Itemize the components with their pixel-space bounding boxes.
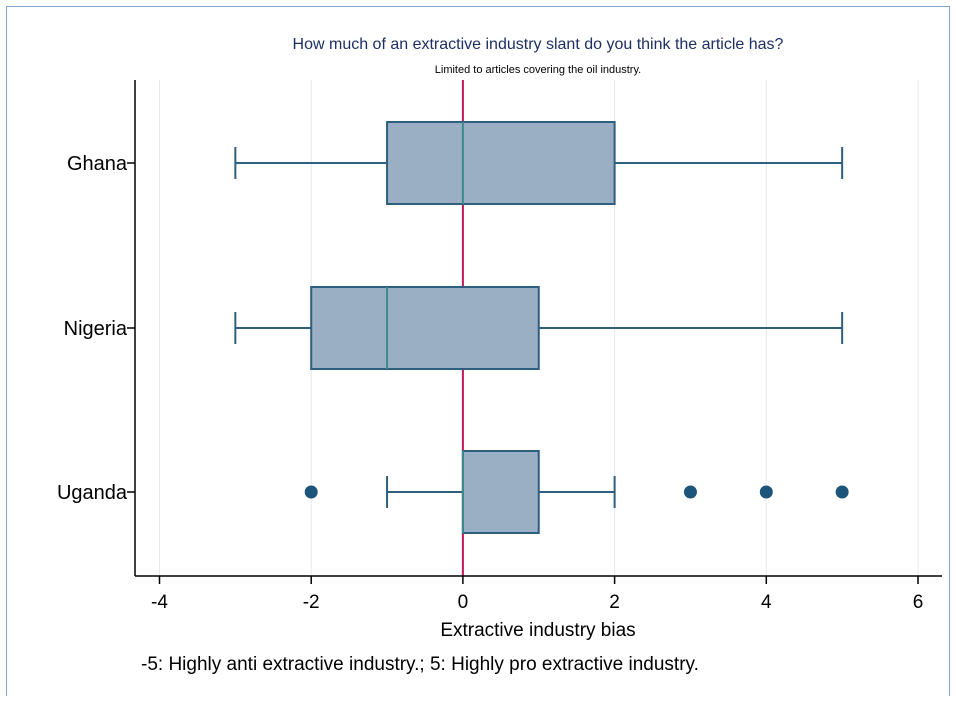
category-label-uganda: Uganda (57, 482, 128, 504)
outlier-point (759, 485, 773, 499)
category-label-layer: Ghana Nigeria Uganda (57, 153, 135, 504)
x-tick-label: -2 (303, 592, 320, 613)
category-label-nigeria: Nigeria (64, 318, 128, 340)
x-tick-label: 6 (913, 592, 924, 613)
x-tick-label: -4 (151, 592, 168, 613)
chart-title: How much of an extractive industry slant… (293, 36, 784, 53)
outlier-point (835, 485, 849, 499)
box-layer (234, 121, 849, 534)
outlier-point (683, 485, 697, 499)
box-nigeria (234, 286, 844, 370)
x-tick-label: 0 (458, 592, 469, 613)
iqr-box (386, 121, 616, 205)
chart-note: -5: Highly anti extractive industry.; 5:… (141, 654, 699, 675)
iqr-box (310, 286, 540, 370)
x-tick-label: 4 (761, 592, 772, 613)
x-tick-label: 2 (609, 592, 620, 613)
box-uganda (304, 450, 849, 534)
x-axis-title: Extractive industry bias (440, 620, 635, 641)
tick-layer: -4 -2 0 2 4 6 (151, 576, 923, 613)
chart-subtitle: Limited to articles covering the oil ind… (435, 64, 641, 76)
outlier-point (304, 485, 318, 499)
box-ghana (234, 121, 844, 205)
iqr-box (461, 450, 540, 534)
category-label-ghana: Ghana (67, 153, 128, 175)
